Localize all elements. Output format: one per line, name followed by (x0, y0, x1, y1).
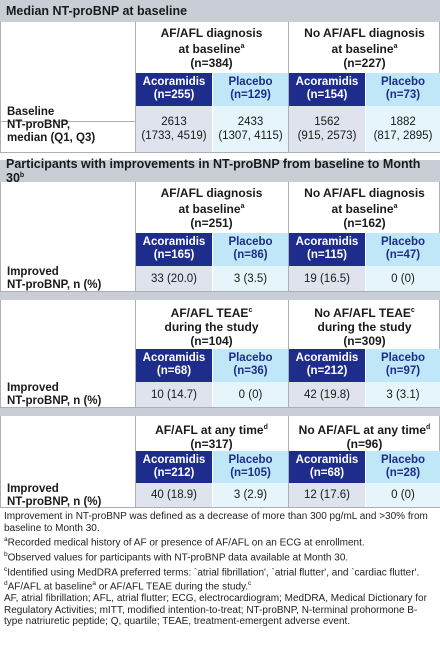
footnote-d: dAF/AFL at baselinea or AF/AFL TEAE duri… (4, 580, 252, 593)
acoramidis-column-header: Acoramidis (n=68) (136, 349, 212, 382)
group-no-af-baseline-title: No AF/AFL diagnosis at baselinea (n=227) (304, 26, 425, 70)
footnote-c: cIdentified using MedDRA preferred terms… (4, 565, 420, 578)
acoramidis-column-header: Acoramidis (n=212) (289, 349, 365, 382)
acoramidis-column-header: Acoramidis (n=68) (289, 451, 365, 483)
value-cell: 3 (3.5) (212, 266, 288, 291)
placebo-column-header: Placebo (n=28) (365, 451, 440, 483)
row-label-baseline-median: Baseline NT-proBNP, median (Q1, Q3) (7, 106, 96, 144)
group-af-any-time-title: AF/AFL at any timed (n=317) (155, 423, 268, 451)
placebo-column-header: Placebo (n=36) (212, 349, 288, 382)
section1-title: Median NT-proBNP at baseline (6, 4, 188, 18)
block-af-any-time: AF/AFL at any timed (n=317) No AF/AFL at… (0, 416, 440, 508)
placebo-column-header: Placebo (n=73) (365, 73, 440, 106)
group-af-teae-title: AF/AFL TEAEc during the study (n=104) (164, 306, 259, 348)
block-af-teae: AF/AFL TEAEc during the study (n=104) No… (0, 300, 440, 408)
value-cell: 10 (14.7) (136, 382, 212, 407)
value-cell: 2613 (1733, 4519) (136, 106, 212, 152)
footnote-abbreviations: AF, atrial fibrillation; AFL, atrial flu… (4, 593, 427, 628)
value-cell: 19 (16.5) (289, 266, 365, 291)
value-cell: 33 (20.0) (136, 266, 212, 291)
acoramidis-column-header: Acoramidis (n=212) (136, 451, 212, 483)
section1-header: Median NT-proBNP at baseline (0, 0, 440, 22)
group-no-af-any-time-title: No AF/AFL at any timed (n=96) (298, 423, 431, 451)
value-cell: 42 (19.8) (289, 382, 365, 407)
placebo-column-header: Placebo (n=47) (365, 233, 440, 266)
row-label-improved: Improved NT-proBNP, n (%) (7, 483, 102, 508)
placebo-column-header: Placebo (n=129) (212, 73, 288, 106)
group-no-af-baseline-title: No AF/AFL diagnosis at baselinea (n=162) (304, 186, 425, 230)
placebo-column-header: Placebo (n=97) (365, 349, 440, 382)
row-label-improved: Improved NT-proBNP, n (%) (7, 266, 102, 291)
group-af-baseline-title: AF/AFL diagnosis at baselinea (n=384) (160, 26, 263, 70)
group-af-baseline-title: AF/AFL diagnosis at baselinea (n=251) (160, 186, 263, 230)
value-cell: 2433 (1307, 4115) (212, 106, 288, 152)
group-no-af-teae-title: No AF/AFL TEAEc during the study (n=309) (314, 306, 415, 348)
block-divider (0, 408, 440, 416)
placebo-column-header: Placebo (n=86) (212, 233, 288, 266)
value-cell: 40 (18.9) (136, 483, 212, 507)
value-cell: 3 (2.9) (212, 483, 288, 507)
value-cell: 3 (3.1) (365, 382, 440, 407)
value-cell: 0 (0) (365, 483, 440, 507)
value-cell: 1562 (915, 2573) (289, 106, 365, 152)
footnote-a: aRecorded medical history of AF or prese… (4, 536, 365, 549)
section2-title: Participants with improvements in NT-pro… (6, 157, 421, 185)
value-cell: 0 (0) (365, 266, 440, 291)
value-cell: 12 (17.6) (289, 483, 365, 507)
placebo-column-header: Placebo (n=105) (212, 451, 288, 483)
acoramidis-column-header: Acoramidis (n=255) (136, 73, 212, 106)
value-cell: 0 (0) (212, 382, 288, 407)
acoramidis-column-header: Acoramidis (n=154) (289, 73, 365, 106)
footnotes: Improvement in NT-proBNP was defined as … (4, 511, 436, 628)
acoramidis-column-header: Acoramidis (n=115) (289, 233, 365, 266)
footnote-b: bObserved values for participants with N… (4, 550, 349, 564)
value-cell: 1882 (817, 2895) (365, 106, 440, 152)
row-label-improved: Improved NT-proBNP, n (%) (7, 382, 102, 407)
acoramidis-column-header: Acoramidis (n=165) (136, 233, 212, 266)
section2-header: Participants with improvements in NT-pro… (0, 157, 440, 185)
block-af-baseline: AF/AFL diagnosis at baselinea (n=251) No… (0, 182, 440, 292)
section1-table: AF/AFL diagnosis at baselinea (n=384) No… (0, 22, 440, 153)
block-divider (0, 292, 440, 300)
footnote-improvement-definition: Improvement in NT-proBNP was defined as … (4, 511, 428, 534)
